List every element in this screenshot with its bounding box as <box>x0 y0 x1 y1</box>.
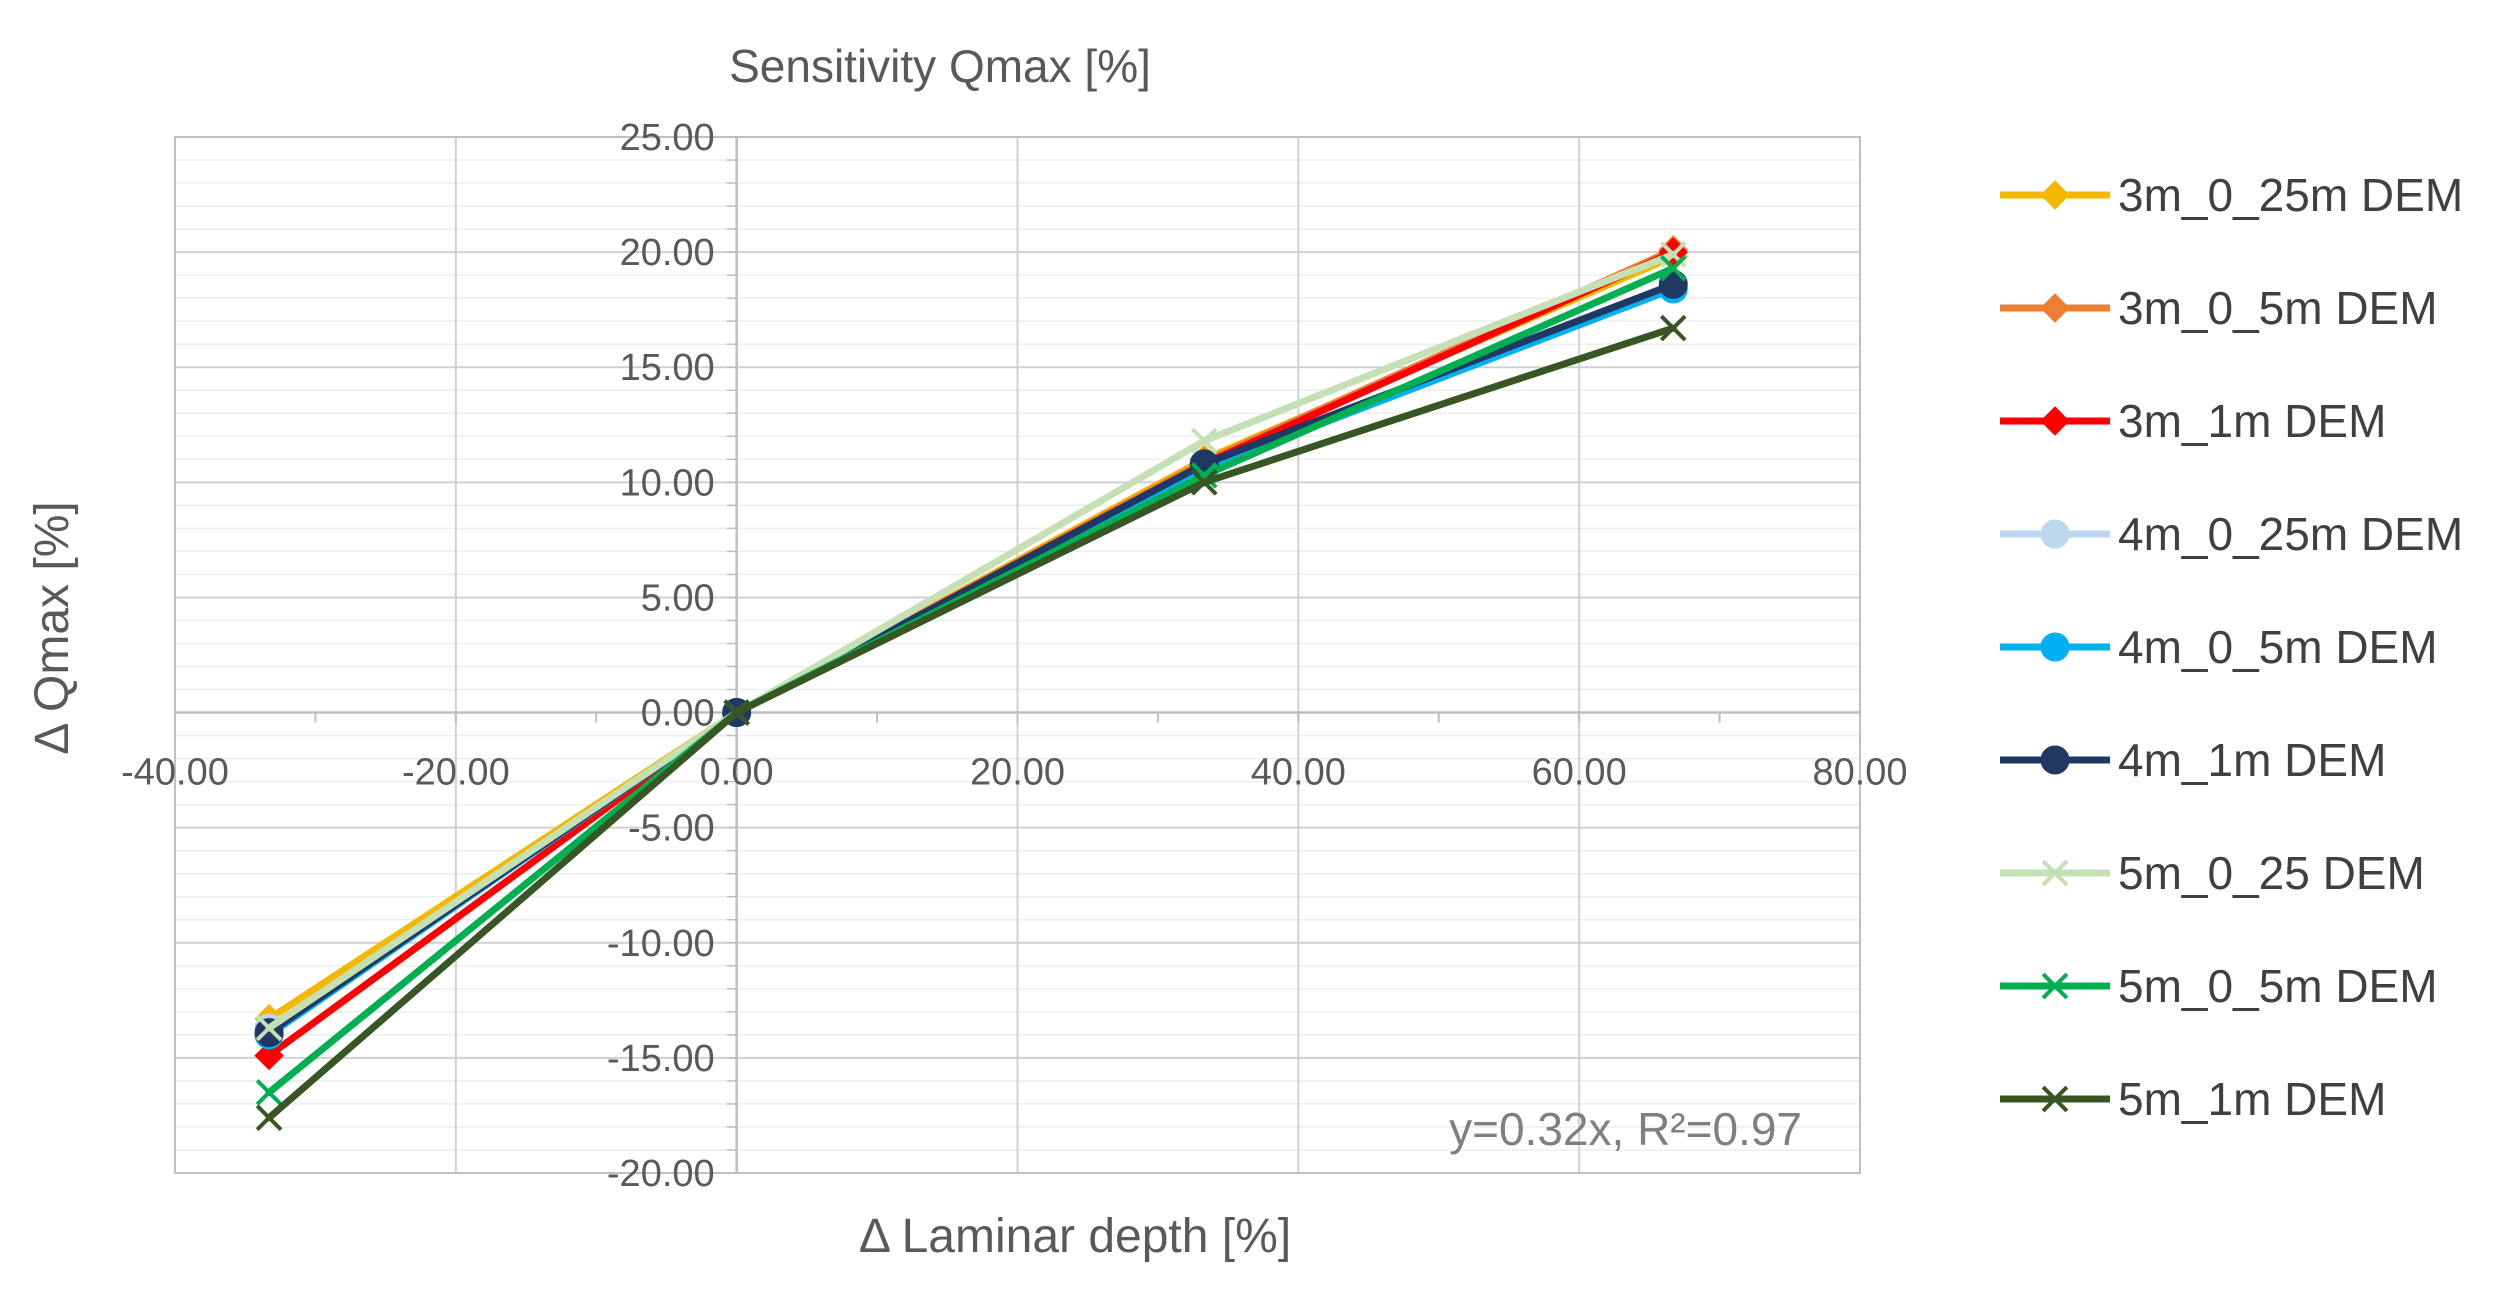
circle-marker <box>2040 745 2070 775</box>
x-tick-label: -20.00 <box>402 752 510 794</box>
diamond-marker <box>2040 293 2070 323</box>
x-tick-label: 40.00 <box>1251 752 1346 794</box>
y-tick-label: 5.00 <box>641 577 715 619</box>
x-marker <box>1659 254 1687 282</box>
legend-entry: 3m_0_5m DEM <box>2000 282 2438 334</box>
plot-area-border <box>174 136 1861 1174</box>
y-tick-label: 10.00 <box>620 462 715 504</box>
x-marker <box>1190 469 1218 496</box>
x-marker <box>1190 427 1218 455</box>
x-tick-label: -40.00 <box>121 752 229 794</box>
y-tick-label: -10.00 <box>607 923 715 965</box>
series <box>255 314 1687 1132</box>
series-line <box>265 250 1677 1032</box>
x-tick-label: 20.00 <box>970 752 1065 794</box>
diamond-marker <box>254 1040 284 1071</box>
diamond-marker <box>2040 406 2070 436</box>
y-tick-label: 20.00 <box>620 232 715 274</box>
y-tick-label: -5.00 <box>628 808 715 850</box>
legend-label: 5m_1m DEM <box>2118 1073 2386 1125</box>
y-tick-label: 25.00 <box>620 117 715 159</box>
circle-marker <box>2040 632 2070 662</box>
regression-annotation: y=0.32x, R²=0.97 <box>1449 1103 1802 1155</box>
x-tick-label: 80.00 <box>1812 752 1907 794</box>
y-tick-label: 0.00 <box>641 693 715 735</box>
axes <box>174 136 1861 1174</box>
x-tick-label: 0.00 <box>700 752 774 794</box>
grid <box>174 136 1861 1174</box>
series-group <box>254 235 1688 1132</box>
legend-entry: 4m_0_5m DEM <box>2000 621 2438 673</box>
legend-label: 4m_0_25m DEM <box>2118 508 2463 560</box>
x-marker <box>255 1079 283 1106</box>
legend-label: 5m_0_25 DEM <box>2118 847 2425 899</box>
legend-entry: 5m_1m DEM <box>2000 1073 2386 1125</box>
series-line <box>265 324 1677 1122</box>
legend-label: 3m_0_25m DEM <box>2118 169 2463 221</box>
x-marker <box>2041 859 2069 887</box>
circle-marker <box>2040 519 2070 549</box>
legend-label: 4m_1m DEM <box>2118 734 2386 786</box>
legend-entry: 4m_1m DEM <box>2000 734 2386 786</box>
y-tick-label: 15.00 <box>620 347 715 389</box>
legend-entry: 5m_0_25 DEM <box>2000 847 2425 899</box>
x-marker <box>2041 1085 2069 1113</box>
x-marker <box>255 1104 283 1132</box>
y-axis-title: Δ Qmax [%] <box>26 501 79 754</box>
x-marker <box>723 699 750 726</box>
legend-entry: 5m_0_5m DEM <box>2000 960 2438 1012</box>
legend-label: 3m_1m DEM <box>2118 395 2386 447</box>
tick-labels: -40.00 -20.00 0.00 20.00 40.00 60.00 80.00 -20.… <box>121 117 1907 1195</box>
x-marker <box>2041 972 2069 1000</box>
y-tick-label: -15.00 <box>607 1038 715 1080</box>
x-tick-label: 60.00 <box>1532 752 1627 794</box>
x-axis-title: Δ Laminar depth [%] <box>859 1210 1291 1263</box>
y-tick-label: -20.00 <box>607 1153 715 1195</box>
x-marker <box>255 1014 283 1042</box>
legend-entry: 3m_1m DEM <box>2000 395 2386 447</box>
chart-title: Sensitivity Qmax [%] <box>729 40 1151 92</box>
series <box>255 254 1687 1106</box>
legend-label: 5m_0_5m DEM <box>2118 960 2438 1012</box>
legend-label: 3m_0_5m DEM <box>2118 282 2438 334</box>
legend-label: 4m_0_5m DEM <box>2118 621 2438 673</box>
legend-entry: 3m_0_25m DEM <box>2000 169 2463 221</box>
series-line <box>265 264 1677 1096</box>
x-marker <box>1659 314 1687 342</box>
legend: 3m_0_25m DEM 3m_0_5m DEM 3m_1m DEM 4m_0_25m… <box>2000 169 2463 1125</box>
legend-entry: 4m_0_25m DEM <box>2000 508 2463 560</box>
series <box>255 241 1687 1042</box>
diamond-marker <box>2040 180 2070 210</box>
